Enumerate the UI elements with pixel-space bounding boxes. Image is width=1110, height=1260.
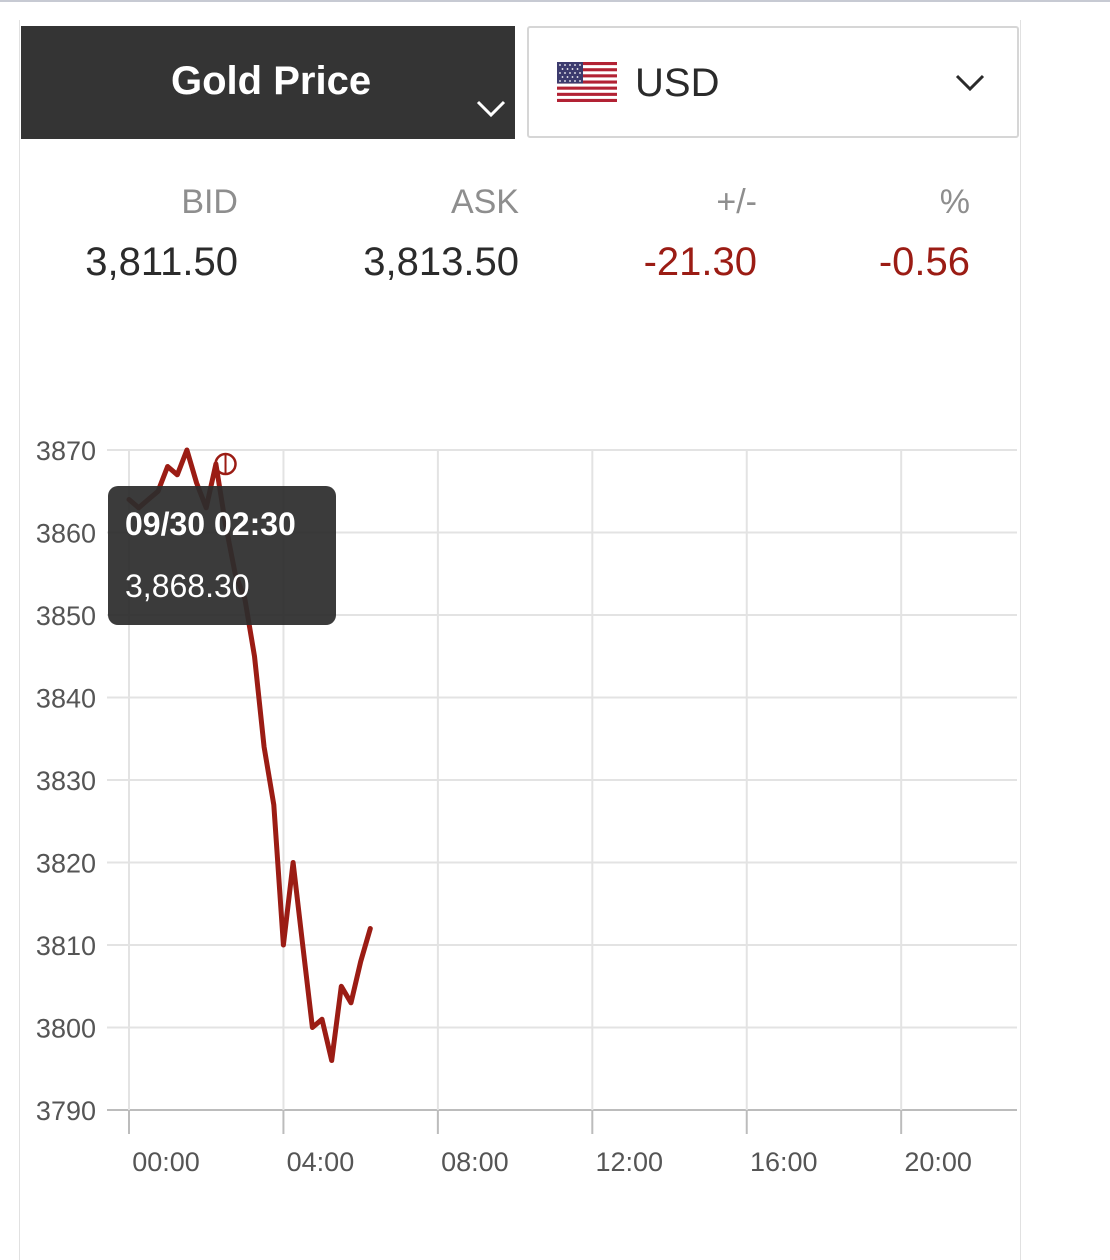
chart-tooltip: 09/30 02:30 3,868.30: [108, 486, 336, 625]
top-rule: [0, 0, 1110, 2]
y-tick-label: 3830: [36, 766, 96, 796]
chevron-down-icon: [476, 100, 506, 118]
y-tick-label: 3850: [36, 601, 96, 631]
tooltip-datetime: 09/30 02:30: [125, 506, 296, 542]
y-tick-label: 3820: [36, 849, 96, 879]
y-tick-label: 3810: [36, 931, 96, 961]
gold-price-widget: [19, 20, 1021, 1260]
percent-header: %: [939, 183, 970, 221]
percent-value: -0.56: [878, 240, 970, 284]
x-tick-label: 20:00: [904, 1147, 972, 1177]
y-tick-label: 3860: [36, 519, 96, 549]
y-tick-label: 3870: [36, 436, 96, 466]
bid-header: BID: [181, 183, 238, 221]
tooltip-value: 3,868.30: [125, 568, 250, 604]
bid-value: 3,811.50: [85, 240, 238, 284]
y-tick-label: 3790: [36, 1096, 96, 1126]
ask-header: ASK: [450, 183, 519, 221]
x-tick-label: 16:00: [750, 1147, 818, 1177]
currency-selector-label: USD: [635, 61, 720, 105]
y-tick-label: 3840: [36, 684, 96, 714]
change-header: +/-: [716, 183, 757, 221]
currency-selector-dropdown[interactable]: USD: [527, 26, 1019, 138]
x-tick-label: 04:00: [287, 1147, 355, 1177]
y-tick-label: 3800: [36, 1014, 96, 1044]
us-flag-icon: [557, 62, 617, 102]
x-tick-label: 12:00: [596, 1147, 664, 1177]
chevron-down-icon: [955, 74, 985, 92]
x-tick-label: 00:00: [132, 1147, 200, 1177]
metal-selector-dropdown[interactable]: Gold Price: [21, 26, 515, 139]
x-tick-label: 08:00: [441, 1147, 509, 1177]
ask-value: 3,813.50: [363, 240, 519, 284]
change-value: -21.30: [643, 240, 757, 284]
price-line: [126, 447, 373, 1063]
metal-selector-label: Gold Price: [171, 59, 372, 103]
